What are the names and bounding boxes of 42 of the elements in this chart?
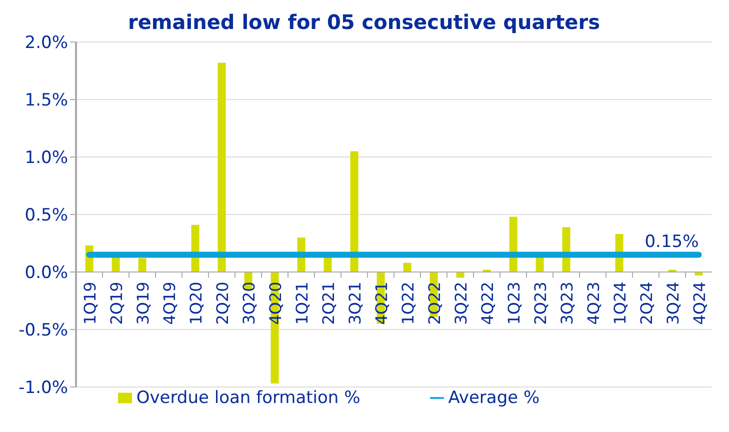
bar [536, 257, 544, 272]
x-tick-label: 4Q24 [690, 282, 709, 325]
x-tick-label: 2Q20 [212, 282, 232, 325]
data-label: 0.15% [644, 232, 699, 252]
bar [218, 62, 226, 272]
x-tick-label: 3Q20 [239, 282, 258, 325]
x-tick-label: 1Q22 [398, 282, 418, 325]
bar [403, 262, 412, 272]
x-tick-label: 2Q24 [636, 282, 656, 325]
chart-title: remained low for 05 consecutive quarters [127, 10, 601, 34]
y-tick-label: -1.0% [18, 378, 68, 398]
x-tick-label: 2Q23 [530, 282, 550, 325]
x-tick-label: 1Q21 [292, 282, 312, 325]
x-tick-label: 4Q21 [372, 282, 391, 325]
x-tick-label: 3Q23 [557, 282, 576, 325]
y-tick-label: 0.0% [24, 263, 68, 284]
x-tick-label: 3Q22 [451, 282, 470, 325]
x-tick-label: 3Q19 [133, 282, 152, 325]
bar [324, 257, 332, 272]
y-tick-label: 1.5% [24, 90, 68, 111]
bar [350, 151, 358, 272]
y-tick-label: 0.5% [24, 206, 68, 226]
x-tick-label: 1Q24 [610, 282, 630, 325]
x-tick-label: 1Q20 [186, 282, 206, 325]
x-tick-label: 3Q24 [663, 282, 682, 325]
y-tick-label: -0.5% [18, 320, 68, 341]
x-tick-label: 1Q19 [80, 282, 100, 325]
x-tick-label: 3Q21 [345, 282, 364, 325]
x-tick-label: 1Q23 [504, 282, 524, 325]
y-tick-label: 2.0% [24, 33, 68, 54]
x-tick-label: 4Q20 [266, 282, 285, 325]
bar [456, 272, 464, 278]
y-tick-label: 1.0% [24, 148, 68, 168]
x-tick-label: 4Q22 [478, 282, 497, 325]
x-tick-label: 4Q19 [160, 282, 179, 325]
bar [138, 258, 146, 272]
x-tick-label: 2Q21 [318, 282, 338, 325]
x-tick-label: 2Q19 [106, 282, 126, 325]
legend-label: Average % [448, 388, 540, 408]
x-tick-label: 2Q22 [424, 282, 444, 325]
x-tick-label: 4Q23 [584, 282, 603, 325]
legend-label: Overdue loan formation % [136, 388, 360, 408]
